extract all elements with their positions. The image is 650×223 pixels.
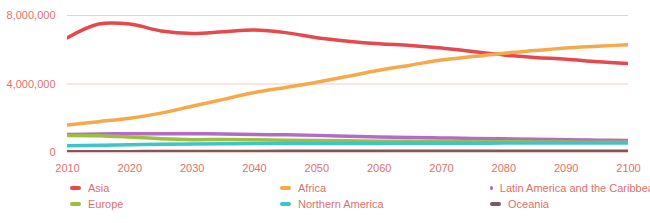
svg-text:2090: 2090 xyxy=(554,162,578,174)
svg-text:2010: 2010 xyxy=(55,162,79,174)
svg-text:2080: 2080 xyxy=(492,162,516,174)
svg-text:2030: 2030 xyxy=(180,162,204,174)
svg-text:2020: 2020 xyxy=(118,162,142,174)
svg-text:8,000,000: 8,000,000 xyxy=(7,9,56,21)
svg-text:2060: 2060 xyxy=(367,162,391,174)
html-text:Europe: Europe xyxy=(88,197,124,210)
svg-text:2050: 2050 xyxy=(305,162,329,174)
html-text:Northern America: Northern America xyxy=(298,197,384,210)
svg-text:2100: 2100 xyxy=(616,162,640,174)
svg-text:2070: 2070 xyxy=(429,162,453,174)
html-text:Asia: Asia xyxy=(88,181,110,194)
svg-text:4,000,000: 4,000,000 xyxy=(7,78,56,90)
html-text:Africa: Africa xyxy=(298,181,327,194)
svg-text:2040: 2040 xyxy=(242,162,266,174)
svg-text:0: 0 xyxy=(49,146,55,158)
html-text:Oceania: Oceania xyxy=(508,197,549,210)
